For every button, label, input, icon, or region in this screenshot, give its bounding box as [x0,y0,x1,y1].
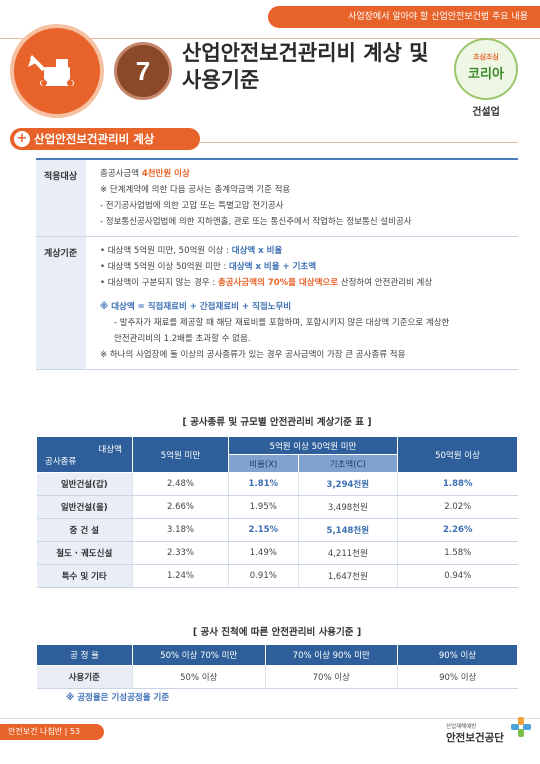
apply-line-4: - 정보통신공사업법에 의한 지하맨홀, 관로 또는 통신주에서 작업하는 정보… [100,217,412,227]
footer-divider [0,718,540,719]
table2-header-90: 90% 이상 [397,644,518,666]
info-box: 적용대상 총공사금액 4천만원 이상 ※ 단계계약에 의한 다음 공사는 총계약… [36,158,518,370]
agency-logo: 산업재해예방 안전보건공단 [446,722,504,745]
table2-header-50-70: 50% 이상 70% 미만 [132,644,266,666]
plus-icon: + [14,131,30,147]
calc-line-7: ※ 하나의 사업장에 둘 이상의 공사종류가 있는 경우 공사금액이 가장 큰 … [100,350,406,360]
table-row: 철도 · 궤도신설 2.33% 1.49% 4,211천원 1.58% [36,541,518,565]
info-row-calc: 계상기준 • 대상액 5억원 미만, 50억원 이상 : 대상액 x 비율 • … [36,237,518,370]
table2-header-progress: 공 정 율 [36,644,133,666]
table-row: 중 건 설 3.18% 2.15% 5,148천원 2.26% [36,518,518,542]
calc-line-6: 안전관리비의 1.2배를 초과할 수 없음. [114,334,251,344]
apply-body: 총공사금액 4천만원 이상 ※ 단계계약에 의한 다음 공사는 총계약금액 기준… [86,160,518,236]
usage-table: 공 정 율 50% 이상 70% 미만 70% 이상 90% 미만 90% 이상… [36,644,518,689]
table1-caption: [ 공사종류 및 규모별 안전관리비 계상기준 표 ] [182,417,372,428]
calc-line-2: • 대상액 5억원 이상 50억원 미만 : 대상액 x 비율 + 기초액 [100,262,317,272]
calc-line-1: • 대상액 5억원 미만, 50억원 이상 : 대상액 x 비율 [100,246,283,256]
calc-label: 계상기준 [36,237,86,369]
header-divider [0,38,540,39]
table1-header-mid: 5억원 이상 50억원 미만 [228,436,398,455]
logo-main-text: 안전보건공단 [446,732,504,744]
table-row: 일반건설(갑) 2.48% 1.81% 3,294천원 1.88% [36,472,518,496]
calc-body: • 대상액 5억원 미만, 50억원 이상 : 대상액 x 비율 • 대상액 5… [86,237,518,369]
apply-line-3: - 전기공사업법에 의한 고압 또는 특별고압 전기공사 [100,201,284,211]
calc-line-5: - 발주자가 재료를 제공할 때 해당 재료비를 포함하며, 포함시키지 않은 … [114,318,450,328]
table2-header-70-90: 70% 이상 90% 미만 [264,644,398,666]
table1-header-over50: 50억원 이상 [397,436,518,473]
info-row-apply: 적용대상 총공사금액 4천만원 이상 ※ 단계계약에 의한 다음 공사는 총계약… [36,160,518,237]
apply-line-1: 총공사금액 4천만원 이상 [100,169,190,179]
table1-corner-header: 대상액 공사종류 [36,436,133,473]
badge-main-text: 코리아 [468,67,504,82]
agency-mark-icon [511,717,531,737]
badge-industry-label: 건설업 [472,107,500,118]
table2-caption: [ 공사 진척에 따른 안전관리비 사용기준 ] [192,627,362,638]
rate-table: 대상액 공사종류 5억원 미만 5억원 이상 50억원 미만 50억원 이상 비… [36,436,518,588]
section-title: 산업안전보건관리비 계상 [34,132,155,146]
title-line-1: 산업안전보건관리비 계상 및 [182,41,429,65]
table-row: 사용기준 50% 이상 70% 이상 90% 이상 [36,665,518,689]
section-divider [200,142,518,143]
calc-line-3: • 대상액이 구분되지 않는 경우 : 총공사금액의 70%를 대상액으로 산정… [100,278,433,288]
section-heading: + 산업안전보건관리비 계상 [10,128,200,150]
table-row: 특수 및 기타 1.24% 0.91% 1,647천원 0.94% [36,564,518,588]
chapter-number: 7 [114,42,172,100]
apply-line-2: ※ 단계계약에 의한 다음 공사는 총계약금액 기준 적용 [100,185,291,195]
industry-badge: 조심조심 코리아 [454,38,518,100]
title-line-2: 사용기준 [182,68,260,92]
table1-header-rate: 비율(X) [228,454,299,473]
calc-line-4: ※ 대상액 = 직접재료비 + 간접재료비 + 직접노무비 [100,302,292,312]
table1-header-under5: 5억원 미만 [132,436,229,473]
table1-header-base: 기초액(C) [297,454,399,473]
excavator-icon [10,24,104,118]
logo-small-text: 산업재해예방 [446,724,477,730]
table2-note: ※ 공정율은 기성공정율 기준 [66,693,170,703]
header-topbar: 사업장에서 알아야 할 산업안전보건법 주요 내용 [268,6,540,28]
apply-label: 적용대상 [36,160,86,236]
badge-top-text: 조심조심 [473,53,499,61]
footer-page-label: 안전보건 나침반 | 53 [0,724,104,740]
page-title: 산업안전보건관리비 계상 및 사용기준 [182,40,432,94]
table-row: 일반건설(을) 2.66% 1.95% 3,498천원 2.02% [36,495,518,519]
